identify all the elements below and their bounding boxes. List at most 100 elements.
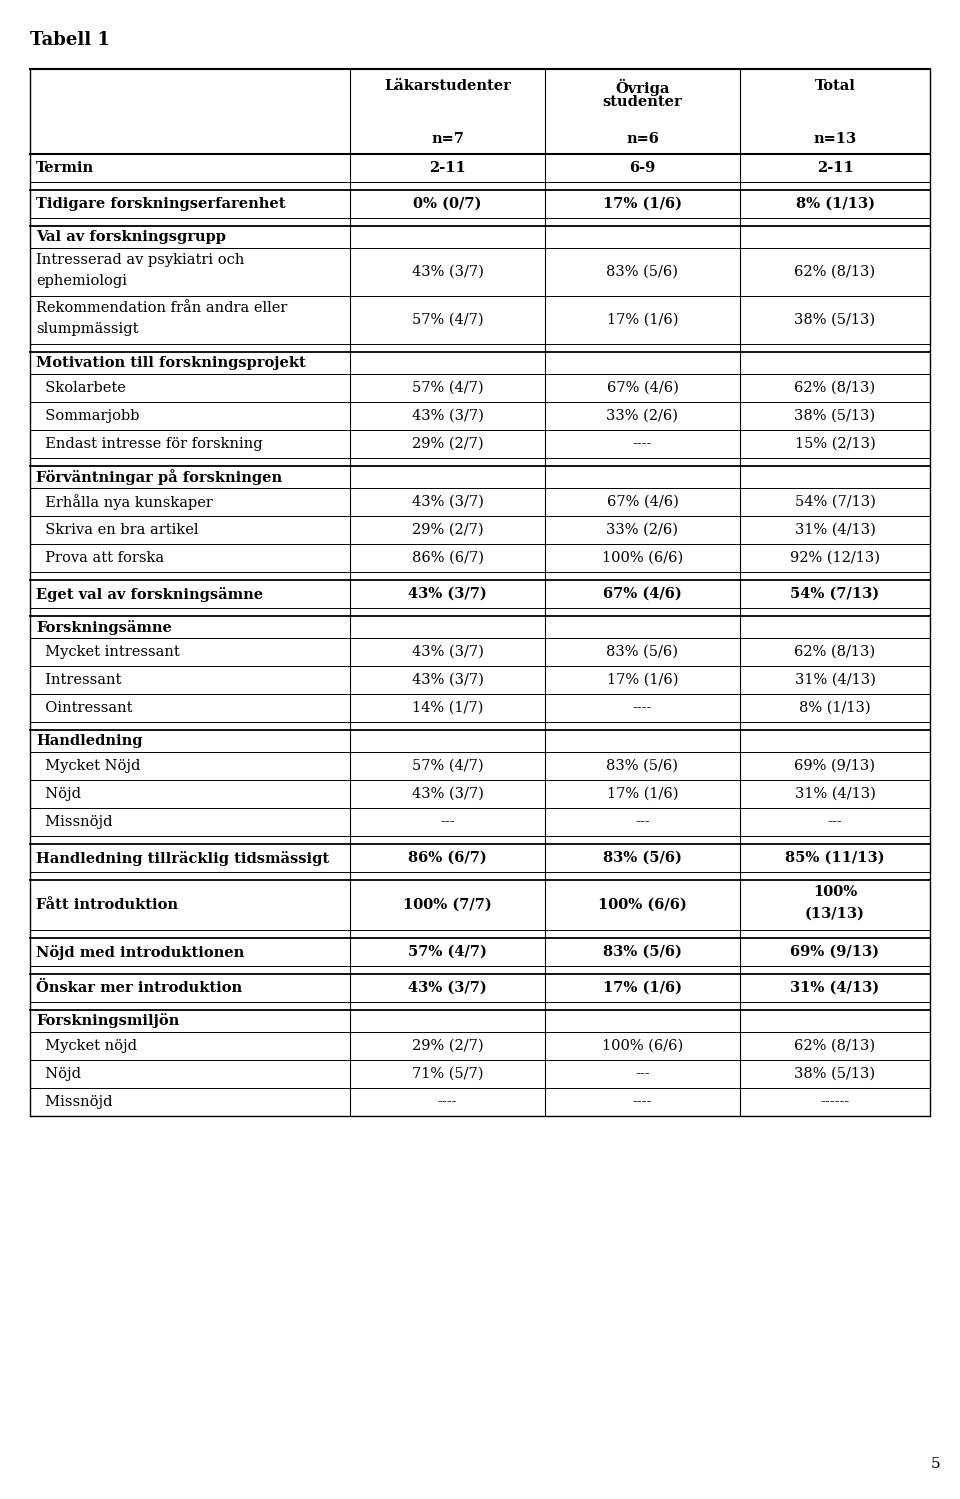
- Text: 67% (4/6): 67% (4/6): [607, 495, 679, 510]
- Text: Eget val av forskningsämne: Eget val av forskningsämne: [36, 586, 263, 601]
- Text: Handledning tillräcklig tidsmässigt: Handledning tillräcklig tidsmässigt: [36, 850, 329, 865]
- Text: 31% (4/13): 31% (4/13): [795, 787, 876, 800]
- Text: 100% (7/7): 100% (7/7): [403, 898, 492, 911]
- Text: 31% (4/13): 31% (4/13): [795, 523, 876, 537]
- Text: Sommarjobb: Sommarjobb: [36, 409, 139, 423]
- Text: 43% (3/7): 43% (3/7): [412, 673, 484, 687]
- Text: 31% (4/13): 31% (4/13): [790, 980, 879, 995]
- Text: 57% (4/7): 57% (4/7): [408, 944, 487, 959]
- Text: 33% (2/6): 33% (2/6): [607, 409, 679, 423]
- Text: Missnöjd: Missnöjd: [36, 1094, 112, 1109]
- Text: Val av forskningsgrupp: Val av forskningsgrupp: [36, 229, 226, 244]
- Text: Övriga: Övriga: [615, 79, 670, 96]
- Text: Nöjd med introduktionen: Nöjd med introduktionen: [36, 944, 244, 959]
- Text: Missnöjd: Missnöjd: [36, 815, 112, 829]
- Text: 57% (4/7): 57% (4/7): [412, 758, 483, 773]
- Text: 17% (1/6): 17% (1/6): [607, 313, 679, 327]
- Text: n=6: n=6: [626, 132, 659, 145]
- Text: 83% (5/6): 83% (5/6): [603, 851, 682, 865]
- Text: (13/13): (13/13): [805, 907, 865, 920]
- Text: 29% (2/7): 29% (2/7): [412, 1039, 483, 1052]
- Text: Nöjd: Nöjd: [36, 787, 81, 800]
- Text: Nöjd: Nöjd: [36, 1067, 81, 1081]
- Text: 62% (8/13): 62% (8/13): [795, 381, 876, 396]
- Text: 62% (8/13): 62% (8/13): [795, 1039, 876, 1052]
- Text: Läkarstudenter: Läkarstudenter: [384, 79, 511, 93]
- Text: Intressant: Intressant: [36, 673, 121, 687]
- Text: ---: ---: [636, 1067, 650, 1081]
- Text: 17% (1/6): 17% (1/6): [607, 787, 679, 800]
- Text: 8% (1/13): 8% (1/13): [799, 702, 871, 715]
- Text: ---: ---: [636, 815, 650, 829]
- Text: ----: ----: [633, 1094, 652, 1109]
- Text: 100% (6/6): 100% (6/6): [602, 552, 684, 565]
- Text: n=7: n=7: [431, 132, 464, 145]
- Text: 86% (6/7): 86% (6/7): [408, 851, 487, 865]
- Text: 100% (6/6): 100% (6/6): [602, 1039, 684, 1052]
- Text: 83% (5/6): 83% (5/6): [607, 758, 679, 773]
- Text: 83% (5/6): 83% (5/6): [603, 944, 682, 959]
- Text: 8% (1/13): 8% (1/13): [796, 196, 875, 211]
- Text: 43% (3/7): 43% (3/7): [408, 980, 487, 995]
- Text: Mycket nöjd: Mycket nöjd: [36, 1039, 137, 1052]
- Text: Rekommendation från andra eller: Rekommendation från andra eller: [36, 301, 287, 315]
- Text: 43% (3/7): 43% (3/7): [412, 787, 484, 800]
- Text: 31% (4/13): 31% (4/13): [795, 673, 876, 687]
- Text: Mycket Nöjd: Mycket Nöjd: [36, 758, 140, 773]
- Text: ------: ------: [821, 1094, 850, 1109]
- Text: 69% (9/13): 69% (9/13): [790, 944, 879, 959]
- Text: Intresserad av psykiatri och: Intresserad av psykiatri och: [36, 253, 245, 267]
- Text: 85% (11/13): 85% (11/13): [785, 851, 885, 865]
- Text: ----: ----: [438, 1094, 457, 1109]
- Text: 14% (1/7): 14% (1/7): [412, 702, 483, 715]
- Text: 2-11: 2-11: [429, 160, 466, 175]
- Text: Tidigare forskningserfarenhet: Tidigare forskningserfarenhet: [36, 196, 285, 211]
- Text: slumpmässigt: slumpmässigt: [36, 322, 138, 336]
- Text: 57% (4/7): 57% (4/7): [412, 381, 483, 396]
- Text: 17% (1/6): 17% (1/6): [603, 980, 682, 995]
- Text: 92% (12/13): 92% (12/13): [790, 552, 880, 565]
- Text: Forskningsämne: Forskningsämne: [36, 619, 172, 634]
- Text: Handledning: Handledning: [36, 735, 142, 748]
- Text: studenter: studenter: [603, 94, 683, 109]
- Text: Forskningsmiljön: Forskningsmiljön: [36, 1013, 180, 1028]
- Text: 43% (3/7): 43% (3/7): [412, 645, 484, 660]
- Text: Endast intresse för forskning: Endast intresse för forskning: [36, 438, 263, 451]
- Text: ----: ----: [633, 702, 652, 715]
- Text: 54% (7/13): 54% (7/13): [795, 495, 876, 510]
- Text: 15% (2/13): 15% (2/13): [795, 438, 876, 451]
- Text: 86% (6/7): 86% (6/7): [412, 552, 484, 565]
- Text: ---: ---: [441, 815, 455, 829]
- Text: Erhålla nya kunskaper: Erhålla nya kunskaper: [36, 495, 213, 510]
- Text: Förväntningar på forskningen: Förväntningar på forskningen: [36, 469, 282, 486]
- Text: 17% (1/6): 17% (1/6): [603, 196, 682, 211]
- Text: 38% (5/13): 38% (5/13): [795, 1067, 876, 1081]
- Text: 29% (2/7): 29% (2/7): [412, 523, 483, 537]
- Text: 62% (8/13): 62% (8/13): [795, 645, 876, 660]
- Text: 2-11: 2-11: [817, 160, 853, 175]
- Text: ephemiologi: ephemiologi: [36, 274, 127, 288]
- Text: Termin: Termin: [36, 160, 94, 175]
- Text: Skriva en bra artikel: Skriva en bra artikel: [36, 523, 199, 537]
- Text: 62% (8/13): 62% (8/13): [795, 265, 876, 279]
- Text: ---: ---: [828, 815, 842, 829]
- Text: 43% (3/7): 43% (3/7): [408, 588, 487, 601]
- Text: Önskar mer introduktion: Önskar mer introduktion: [36, 980, 242, 995]
- Text: 71% (5/7): 71% (5/7): [412, 1067, 483, 1081]
- Text: 100% (6/6): 100% (6/6): [598, 898, 686, 911]
- Text: 57% (4/7): 57% (4/7): [412, 313, 483, 327]
- Text: 69% (9/13): 69% (9/13): [795, 758, 876, 773]
- Text: Ointressant: Ointressant: [36, 702, 132, 715]
- Text: Mycket intressant: Mycket intressant: [36, 645, 180, 660]
- Text: 100%: 100%: [813, 884, 857, 899]
- Text: 38% (5/13): 38% (5/13): [795, 409, 876, 423]
- Text: Prova att forska: Prova att forska: [36, 552, 164, 565]
- Text: 38% (5/13): 38% (5/13): [795, 313, 876, 327]
- Text: ----: ----: [633, 438, 652, 451]
- Text: 83% (5/6): 83% (5/6): [607, 645, 679, 660]
- Text: 54% (7/13): 54% (7/13): [790, 588, 879, 601]
- Text: n=13: n=13: [813, 132, 856, 145]
- Text: 67% (4/6): 67% (4/6): [603, 588, 682, 601]
- Text: 43% (3/7): 43% (3/7): [412, 409, 484, 423]
- Text: Total: Total: [815, 79, 855, 93]
